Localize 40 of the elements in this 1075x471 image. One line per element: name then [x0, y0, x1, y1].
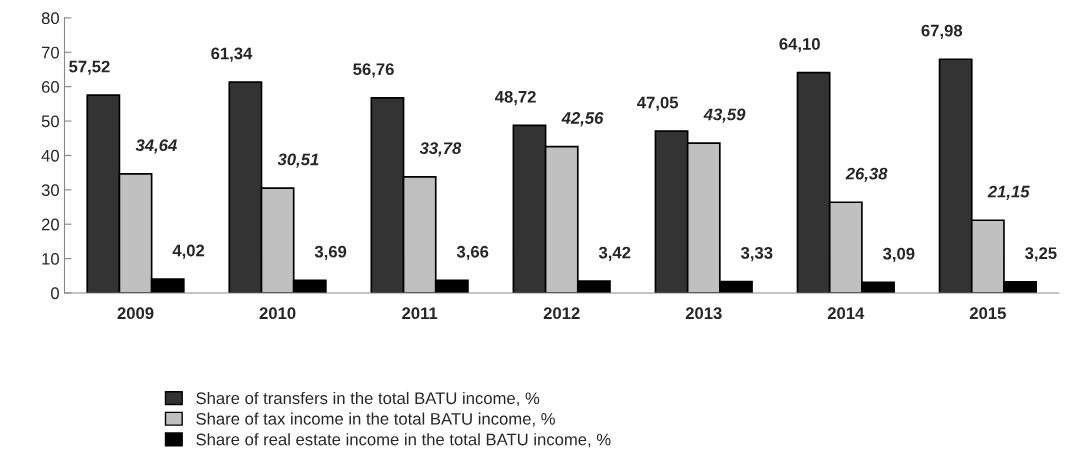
y-tick-label: 20 — [41, 218, 59, 231]
x-tick-label: 2013 — [685, 307, 722, 320]
y-tick-label: 70 — [41, 46, 59, 59]
data-label: 3,33 — [740, 246, 773, 262]
y-tick-label: 0 — [51, 287, 59, 300]
data-label: 47,05 — [637, 96, 679, 111]
data-label: 43,59 — [703, 108, 746, 123]
legend-label: Share of tax income in the total BATU income, % — [196, 412, 555, 427]
x-tick-label: 2011 — [402, 307, 438, 320]
data-label: 3,42 — [598, 246, 631, 261]
data-label: 30,51 — [277, 153, 319, 168]
y-tick-label: 10 — [42, 252, 59, 265]
data-label: 4,02 — [172, 244, 205, 259]
y-tick-label: 60 — [41, 81, 59, 93]
data-label: 3,09 — [882, 247, 915, 263]
y-tick-label: 40 — [41, 149, 59, 162]
x-tick-label: 2009 — [117, 307, 154, 320]
y-tick-label: 30 — [41, 184, 59, 197]
x-tick-label: 2015 — [969, 307, 1006, 320]
data-label: 3,66 — [456, 245, 489, 261]
data-label: 61,34 — [211, 47, 253, 62]
x-tick-label: 2010 — [259, 307, 296, 320]
data-label: 67,98 — [921, 24, 963, 39]
data-label: 21,15 — [987, 185, 1030, 200]
y-tick-label: 80 — [41, 12, 59, 25]
x-tick-label: 2014 — [827, 307, 865, 320]
data-label: 64,10 — [779, 38, 820, 53]
data-label: 26,38 — [845, 167, 888, 182]
data-label: 34,64 — [135, 139, 177, 154]
data-label: 56,76 — [353, 63, 394, 78]
data-label: 3,25 — [1025, 247, 1057, 262]
data-label: 57,52 — [69, 60, 110, 75]
legend-label: Share of real estate income in the total BATU income, % — [196, 433, 611, 448]
data-label: 42,56 — [561, 112, 604, 127]
data-label: 3,69 — [314, 245, 347, 260]
data-label: 48,72 — [495, 90, 536, 106]
data-label: 33,78 — [419, 142, 462, 157]
legend-label: Share of transfers in the total BATU income, % — [196, 391, 540, 407]
x-tick-label: 2012 — [543, 307, 580, 320]
y-tick-label: 50 — [41, 115, 59, 128]
